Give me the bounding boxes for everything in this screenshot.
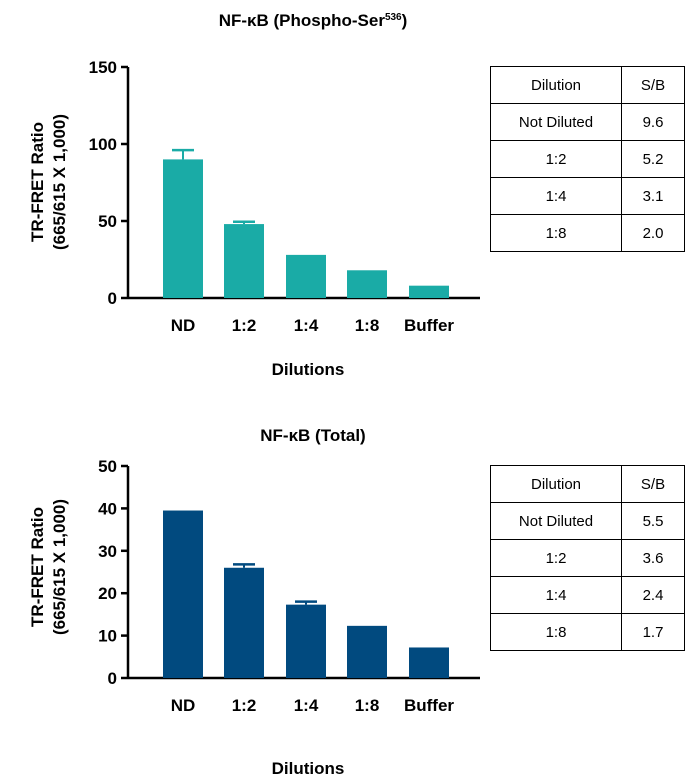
phospho-panel: NF-κB (Phospho-Ser536) TR-FRET Ratio (66… xyxy=(0,0,690,390)
table-header-dilution: Dilution xyxy=(490,66,622,104)
total-ylabel-line1: TR-FRET Ratio xyxy=(28,507,47,627)
phospho-xlabel: Dilutions xyxy=(272,360,345,379)
y-tick-label: 100 xyxy=(89,135,117,154)
y-tick-label: 30 xyxy=(98,542,117,561)
y-tick-label: 0 xyxy=(108,669,117,688)
table-row: Not Diluted 5.5 xyxy=(490,502,685,540)
table-cell-sb: 2.4 xyxy=(621,576,685,614)
y-tick-label: 50 xyxy=(98,457,117,476)
total-plot-area: 0 10 20 30 40 50 ND 1:2 1:4 1:8 Buffer xyxy=(98,457,480,715)
table-header-sb: S/B xyxy=(621,465,685,503)
total-chart-title: NF-κB (Total) xyxy=(260,426,365,445)
table-cell-sb: 1.7 xyxy=(621,613,685,651)
phospho-bar-chart: NF-κB (Phospho-Ser536) TR-FRET Ratio (66… xyxy=(28,11,480,379)
total-bar-chart: NF-κB (Total) TR-FRET Ratio (665/615 X 1… xyxy=(28,426,480,778)
bar xyxy=(224,567,264,678)
total-sb-table: Dilution S/B Not Diluted 5.5 1:2 3.6 1:4… xyxy=(490,465,685,651)
y-tick-label: 20 xyxy=(98,584,117,603)
table-cell-dilution: 1:4 xyxy=(490,576,622,614)
bar xyxy=(163,159,203,298)
table-header-row: Dilution S/B xyxy=(490,465,685,503)
x-category-label: ND xyxy=(171,696,196,715)
table-cell-dilution: 1:4 xyxy=(490,177,622,215)
x-category-label: ND xyxy=(171,316,196,335)
table-header-dilution: Dilution xyxy=(490,465,622,503)
table-cell-dilution: 1:2 xyxy=(490,140,622,178)
table-cell-dilution: Not Diluted xyxy=(490,502,622,540)
table-header-row: Dilution S/B xyxy=(490,66,685,104)
y-tick-label: 0 xyxy=(108,289,117,308)
y-tick-label: 150 xyxy=(89,58,117,77)
table-cell-dilution: 1:8 xyxy=(490,613,622,651)
table-cell-sb: 3.6 xyxy=(621,539,685,577)
total-ylabel-line2: (665/615 X 1,000) xyxy=(50,499,69,635)
table-row: 1:4 3.1 xyxy=(490,177,685,215)
x-category-label: Buffer xyxy=(404,316,454,335)
table-cell-sb: 5.2 xyxy=(621,140,685,178)
y-tick-label: 10 xyxy=(98,627,117,646)
phospho-plot-area: 0 50 100 150 ND 1:2 1:4 1:8 Buffer xyxy=(89,58,480,335)
table-cell-sb: 9.6 xyxy=(621,103,685,141)
table-cell-dilution: 1:2 xyxy=(490,539,622,577)
table-header-sb: S/B xyxy=(621,66,685,104)
bar xyxy=(347,270,387,298)
bar xyxy=(347,625,387,678)
x-category-label: 1:4 xyxy=(294,696,319,715)
bar xyxy=(163,510,203,678)
bar xyxy=(409,647,449,678)
table-cell-dilution: 1:8 xyxy=(490,214,622,252)
phospho-chart-title: NF-κB (Phospho-Ser536) xyxy=(219,11,408,30)
x-category-label: 1:8 xyxy=(355,316,380,335)
phospho-sb-table: Dilution S/B Not Diluted 9.6 1:2 5.2 1:4… xyxy=(490,66,685,252)
table-row: 1:2 3.6 xyxy=(490,539,685,577)
table-cell-sb: 2.0 xyxy=(621,214,685,252)
y-tick-label: 50 xyxy=(98,212,117,231)
x-category-label: 1:2 xyxy=(232,696,257,715)
table-row: 1:2 5.2 xyxy=(490,140,685,178)
table-row: Not Diluted 9.6 xyxy=(490,103,685,141)
table-row: 1:4 2.4 xyxy=(490,576,685,614)
y-tick-label: 40 xyxy=(98,499,117,518)
x-category-label: Buffer xyxy=(404,696,454,715)
total-panel: NF-κB (Total) TR-FRET Ratio (665/615 X 1… xyxy=(0,395,690,781)
bar xyxy=(409,285,449,298)
bar xyxy=(286,604,326,678)
table-cell-sb: 3.1 xyxy=(621,177,685,215)
x-category-label: 1:8 xyxy=(355,696,380,715)
table-row: 1:8 2.0 xyxy=(490,214,685,252)
x-category-label: 1:4 xyxy=(294,316,319,335)
table-row: 1:8 1.7 xyxy=(490,613,685,651)
total-xlabel: Dilutions xyxy=(272,759,345,778)
bar xyxy=(286,254,326,298)
phospho-ylabel-line1: TR-FRET Ratio xyxy=(28,122,47,242)
phospho-ylabel-line2: (665/615 X 1,000) xyxy=(50,114,69,250)
bar xyxy=(224,224,264,298)
table-cell-dilution: Not Diluted xyxy=(490,103,622,141)
x-category-label: 1:2 xyxy=(232,316,257,335)
table-cell-sb: 5.5 xyxy=(621,502,685,540)
